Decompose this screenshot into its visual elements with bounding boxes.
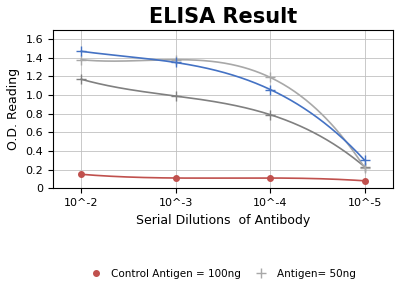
Antigen= 10ng — [173, 94, 178, 98]
Antigen= 100ng — [173, 61, 178, 64]
Antigen= 50ng — [362, 166, 367, 169]
Line: Control Antigen = 100ng: Control Antigen = 100ng — [78, 171, 368, 183]
Antigen= 10ng — [268, 113, 273, 116]
Control Antigen = 100ng — [362, 179, 367, 182]
Title: ELISA Result: ELISA Result — [149, 7, 297, 27]
Line: Antigen= 50ng: Antigen= 50ng — [76, 55, 370, 173]
Legend: Control Antigen = 100ng, Antigen= 10ng, Antigen= 50ng, Antigen= 100ng: Control Antigen = 100ng, Antigen= 10ng, … — [80, 265, 366, 281]
Antigen= 100ng — [79, 50, 84, 53]
Antigen= 10ng — [362, 165, 367, 169]
Antigen= 100ng — [268, 88, 273, 91]
Antigen= 50ng — [79, 58, 84, 61]
Y-axis label: O.D. Reading: O.D. Reading — [7, 68, 20, 150]
X-axis label: Serial Dilutions  of Antibody: Serial Dilutions of Antibody — [136, 214, 310, 226]
Control Antigen = 100ng — [173, 176, 178, 180]
Antigen= 100ng — [362, 159, 367, 162]
Antigen= 10ng — [79, 78, 84, 81]
Control Antigen = 100ng — [268, 176, 273, 180]
Antigen= 50ng — [268, 76, 273, 79]
Antigen= 50ng — [173, 58, 178, 61]
Line: Antigen= 10ng: Antigen= 10ng — [76, 74, 370, 172]
Line: Antigen= 100ng: Antigen= 100ng — [76, 46, 370, 165]
Control Antigen = 100ng — [79, 173, 84, 176]
